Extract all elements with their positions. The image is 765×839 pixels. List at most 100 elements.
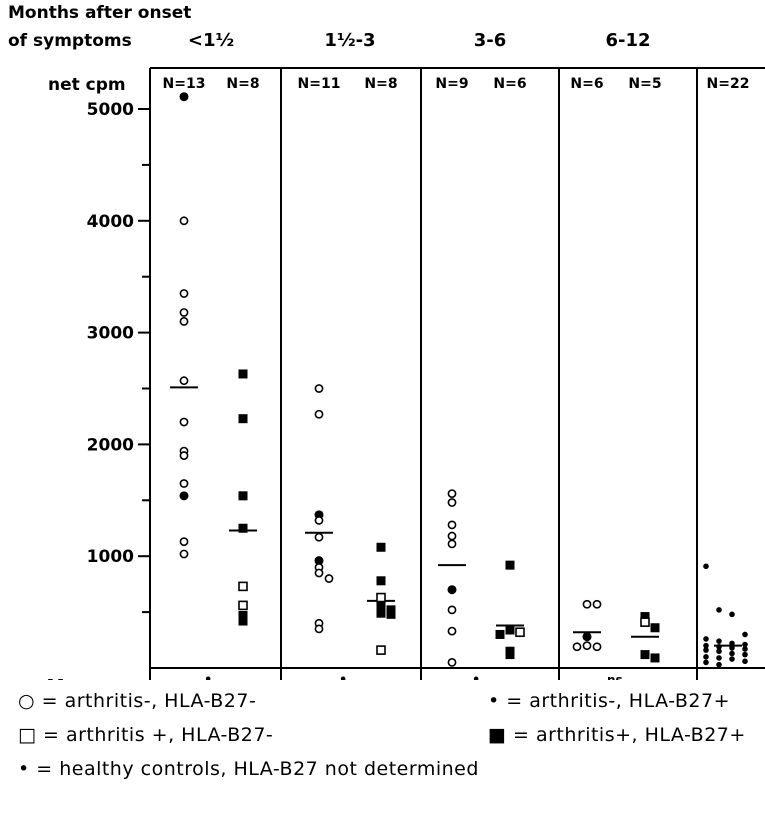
point-open-circle <box>179 216 189 226</box>
point-filled-square <box>640 612 650 622</box>
summary-label-mean: Mean <box>46 676 101 680</box>
y-tick-label: 3000 <box>87 324 134 344</box>
point-filled-square <box>505 650 515 660</box>
group-n-label: N=9 <box>435 76 468 92</box>
header-label-line-2: of symptoms <box>8 31 132 51</box>
point-dot <box>179 491 189 501</box>
point-filled-square <box>238 414 248 424</box>
period-label: <1½ <box>188 30 234 51</box>
header-label-line-1: Months after onset <box>8 3 191 23</box>
point-small-dot <box>729 611 735 618</box>
summary-mean-value: 1210 <box>298 678 340 680</box>
group-n-label: N=6 <box>493 76 526 92</box>
summary-mean-value: 280 <box>629 678 660 680</box>
point-filled-square <box>376 576 386 586</box>
point-filled-square <box>238 610 248 620</box>
point-open-circle <box>582 599 592 609</box>
point-small-dot <box>703 642 709 649</box>
point-open-circle <box>179 308 189 317</box>
y-tick-label: 2000 <box>87 435 134 455</box>
point-small-dot <box>703 636 709 642</box>
point-open-square <box>238 600 248 611</box>
point-open-circle <box>179 479 189 488</box>
point-open-circle <box>179 376 189 386</box>
point-filled-square <box>640 650 650 660</box>
point-open-circle <box>179 451 189 460</box>
point-open-circle <box>324 574 334 583</box>
point-small-dot <box>716 648 722 655</box>
point-open-circle <box>314 409 324 419</box>
y-tick-label: 5000 <box>87 100 134 120</box>
point-open-circle <box>314 568 324 578</box>
legend-open-circle: ○ = arthritis-, HLA-B27- <box>18 690 257 712</box>
point-open-circle <box>447 498 457 507</box>
point-small-dot <box>703 647 709 653</box>
point-open-circle <box>314 516 324 525</box>
point-open-circle <box>447 539 457 549</box>
group-n-label: N=8 <box>226 76 259 92</box>
point-dot <box>314 556 324 566</box>
group-n-label: N=22 <box>707 76 750 92</box>
point-filled-square <box>238 369 248 379</box>
group-n-label: N=5 <box>628 76 661 92</box>
summary-mean-flag: • <box>339 673 347 680</box>
point-small-dot <box>742 646 748 652</box>
point-open-square <box>376 645 386 655</box>
summary-mean-value: 320 <box>571 678 602 680</box>
point-filled-square <box>505 560 515 570</box>
point-small-dot <box>742 641 748 648</box>
point-small-dot <box>703 654 709 660</box>
point-open-circle <box>314 384 324 393</box>
point-open-square <box>515 627 525 638</box>
point-small-dot <box>716 661 722 668</box>
point-open-circle <box>314 532 324 542</box>
point-filled-square <box>238 523 248 533</box>
period-label: 6-12 <box>605 30 650 51</box>
point-small-dot <box>716 607 722 613</box>
point-small-dot <box>729 650 735 657</box>
summary-mean-value: 2510 <box>163 678 205 680</box>
group-n-label: N=8 <box>364 76 397 92</box>
point-open-circle <box>592 642 602 652</box>
group-n-label: N=11 <box>298 76 341 92</box>
point-filled-square <box>386 609 396 619</box>
scatter-chart: Months after onset of symptoms <1½ 1½-3 3-6 6… <box>8 3 765 739</box>
legend-row-3: • = healthy controls, HLA-B27 not determ… <box>18 758 479 780</box>
point-filled-square <box>376 602 386 612</box>
point-open-circle <box>179 289 189 298</box>
point-small-dot <box>729 640 735 647</box>
point-small-dot <box>742 658 748 665</box>
summary-mean-value: 380 <box>494 678 525 680</box>
point-filled-square <box>650 623 660 633</box>
y-tick-label: 4000 <box>87 212 134 232</box>
point-open-circle <box>179 417 189 427</box>
point-open-square <box>376 592 386 603</box>
point-open-circle <box>592 599 602 609</box>
point-open-circle <box>447 658 457 667</box>
y-axis-label: net cpm <box>48 75 126 95</box>
point-filled-square <box>238 491 248 501</box>
point-open-circle <box>447 605 457 615</box>
point-filled-square <box>505 625 515 635</box>
summary-mean-flag: • <box>204 673 212 680</box>
legend-open-square: □ = arthritis +, HLA-B27- <box>18 724 274 746</box>
point-filled-square <box>238 616 248 626</box>
point-small-dot <box>703 563 709 570</box>
point-open-square <box>238 581 248 592</box>
point-filled-square <box>376 542 386 552</box>
summary-mean-flag: • <box>472 673 480 680</box>
point-dot <box>447 585 457 595</box>
point-small-dot <box>742 651 748 658</box>
point-small-dot <box>729 656 735 662</box>
summary-mean-value: 920 <box>436 678 467 680</box>
point-open-square <box>640 617 650 627</box>
legend-dot: • = arthritis-, HLA-B27+ <box>488 690 731 712</box>
point-open-circle <box>447 531 457 541</box>
y-tick-label: 1000 <box>87 547 134 567</box>
legend-small-dot: • = healthy controls, HLA-B27 not determ… <box>18 758 479 780</box>
summary-mean-value: 600 <box>365 678 396 680</box>
point-open-circle <box>582 641 592 651</box>
point-dot <box>179 92 189 102</box>
period-label: 3-6 <box>474 30 507 51</box>
